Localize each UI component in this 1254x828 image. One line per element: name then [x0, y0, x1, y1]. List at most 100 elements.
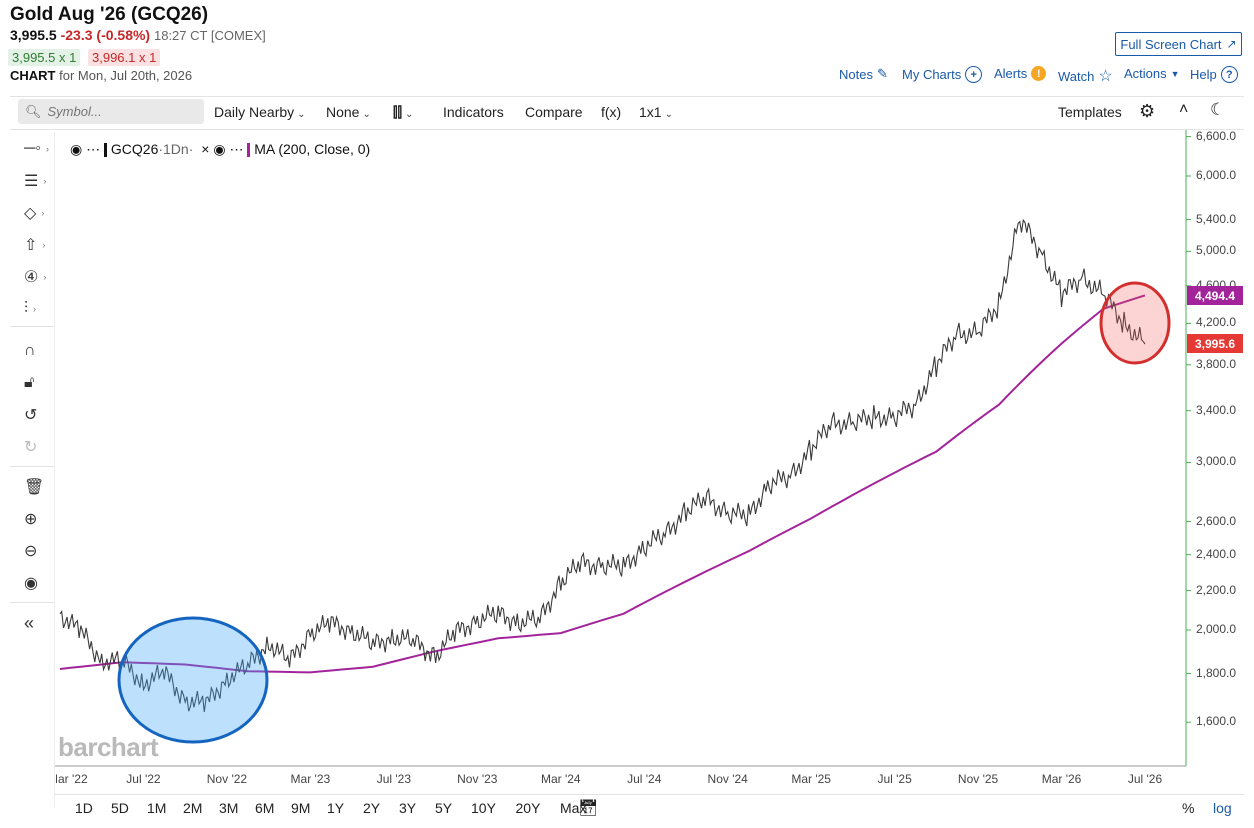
chart-date-line: CHART for Mon, Jul 20th, 2026	[10, 68, 192, 83]
close-icon[interactable]: ×	[201, 141, 210, 157]
date-axis-label: Nov '24	[707, 772, 748, 786]
actions-menu[interactable]: Actions ▼	[1124, 66, 1180, 81]
calendar-icon[interactable]: 📅︎	[578, 800, 599, 817]
undo-icon[interactable]: ↺	[24, 407, 38, 424]
period-label: Daily Nearby	[214, 104, 295, 120]
drawing-tools-sidebar: ─◦ › ☰ › ◇ › ⇧ › ④ › ⫶ › ∩ 🔓︎ ↺ ↻ 🗑︎ ⊕ ⊖ ◉ «	[10, 132, 55, 808]
eye-icon[interactable]: ◉	[70, 141, 83, 157]
collapse-up-icon[interactable]: ˄︎	[1179, 101, 1189, 118]
compare-mode-dropdown[interactable]: None ⌄	[326, 104, 371, 120]
watch-link[interactable]: Watch ☆	[1058, 66, 1113, 86]
range-button-3y[interactable]: 3Y	[399, 800, 417, 816]
date-axis-label: Jul '26	[1127, 772, 1163, 786]
date-axis-label: Mar '26	[1041, 772, 1082, 786]
gear-icon[interactable]: ⚙	[1139, 101, 1156, 121]
zoom-in-icon[interactable]: ⊕	[24, 511, 38, 528]
range-button-5y[interactable]: 5Y	[435, 800, 453, 816]
price-axis-label: 2,200.0	[1196, 582, 1237, 597]
date-axis-label: Jul '23	[376, 772, 411, 786]
dark-mode-moon-icon[interactable]: ☾	[1210, 100, 1226, 119]
eye-icon[interactable]: ◉	[213, 141, 226, 157]
layout-dropdown[interactable]: 1x1 ⌄	[639, 104, 673, 120]
alert-icon: !	[1031, 66, 1047, 81]
range-button-10y[interactable]: 10Y	[471, 800, 496, 816]
shapes-tool-icon[interactable]: ◇ ›	[24, 205, 45, 222]
alerts-link[interactable]: Alerts !	[994, 66, 1047, 81]
symbol-input[interactable]	[47, 104, 198, 119]
indicators-button[interactable]: Indicators	[443, 104, 504, 120]
date-axis-label: Nov '22	[206, 772, 248, 786]
last-price-tag: 3,995.6	[1187, 334, 1243, 353]
range-button-5d[interactable]: 5D	[111, 800, 129, 816]
more-dots-icon[interactable]: ⋯	[229, 141, 244, 157]
more-dots-icon[interactable]: ⋯	[86, 141, 101, 157]
price-axis-label: 3,800.0	[1196, 356, 1237, 371]
legend-period: ·1Dn·	[158, 141, 194, 157]
range-button-max[interactable]: Max	[560, 800, 587, 816]
arrow-up-tool-icon[interactable]: ⇧ ›	[24, 237, 46, 254]
price-axis-label: 5,000.0	[1196, 243, 1237, 258]
log-toggle[interactable]: log	[1213, 800, 1232, 816]
chart-type-dropdown[interactable]: ⫿⫿ ⌄	[393, 104, 413, 121]
full-screen-chart-button[interactable]: Full Screen Chart ↗	[1115, 32, 1242, 56]
help-link[interactable]: Help ?	[1190, 66, 1238, 83]
candlestick-icon: ⫿⫿	[393, 104, 402, 120]
expand-arrow-icon: ↗	[1226, 37, 1237, 51]
date-axis-label: Mar '25	[791, 772, 831, 786]
range-button-3m[interactable]: 3M	[219, 800, 239, 816]
compare-mode-label: None	[326, 104, 360, 120]
search-icon: 🔍︎	[25, 103, 42, 119]
number-four-tool-icon[interactable]: ④ ›	[24, 269, 47, 286]
legend-symbol: GCQ26	[110, 141, 159, 157]
zoom-out-icon[interactable]: ⊖	[24, 543, 38, 560]
alerts-label: Alerts	[994, 66, 1028, 81]
function-button[interactable]: f(x)	[601, 104, 622, 120]
date-axis-label: Mar '22	[48, 772, 88, 786]
period-dropdown[interactable]: Daily Nearby ⌄	[214, 104, 306, 120]
chevron-down-icon: ▼	[1170, 68, 1180, 79]
compare-button[interactable]: Compare	[525, 104, 583, 120]
crosshair-line-tool-icon[interactable]: ─◦ ›	[24, 140, 50, 157]
price-line	[59, 218, 1146, 713]
measure-tool-icon[interactable]: ⫶ ›	[24, 300, 37, 317]
notes-link[interactable]: Notes ✎	[839, 66, 888, 82]
range-button-1y[interactable]: 1Y	[327, 800, 345, 816]
series-legend: ◉ ⋯ GCQ26·1Dn· × ◉ ⋯ MA (200, Close, 0)	[70, 141, 370, 158]
price-axis-label: 4,200.0	[1196, 315, 1237, 330]
range-button-20y[interactable]: 20Y	[515, 800, 541, 816]
eye-icon[interactable]: ◉	[24, 575, 38, 592]
price-axis-label: 1,600.0	[1196, 714, 1237, 729]
unlock-icon[interactable]: 🔓︎	[24, 374, 35, 391]
templates-button[interactable]: Templates	[1058, 104, 1122, 120]
range-button-2y[interactable]: 2Y	[363, 800, 381, 816]
range-button-1d[interactable]: 1D	[75, 800, 93, 816]
quote-time: 18:27 CT [COMEX]	[153, 28, 266, 43]
chevron-down-icon: ⌄	[362, 109, 371, 120]
trend-lines-tool-icon[interactable]: ☰ ›	[24, 173, 47, 190]
ma-200-line	[59, 294, 1146, 674]
range-button-9m[interactable]: 9M	[291, 800, 311, 816]
redo-icon[interactable]: ↻	[24, 439, 38, 456]
range-button-1m[interactable]: 1M	[147, 800, 167, 816]
chart-label: CHART	[10, 68, 56, 83]
price-axis-label: 2,600.0	[1196, 513, 1237, 528]
collapse-sidebar-icon[interactable]: «	[24, 612, 35, 633]
ma-price-tag: 4,494.4	[1187, 286, 1243, 305]
date-axis-label: Mar '23	[290, 772, 331, 786]
price-axis-label: 6,000.0	[1196, 168, 1237, 182]
quote-line: 3,995.5 -23.3 (-0.58%) 18:27 CT [COMEX]	[10, 27, 266, 43]
price-axis-label: 5,400.0	[1196, 211, 1237, 226]
range-button-2m[interactable]: 2M	[183, 800, 203, 816]
question-icon: ?	[1220, 66, 1238, 83]
price-axis-label: 3,000.0	[1196, 454, 1237, 469]
magnet-icon[interactable]: ∩	[24, 342, 36, 359]
my-charts-link[interactable]: My Charts +	[902, 66, 983, 83]
range-button-6m[interactable]: 6M	[255, 800, 275, 816]
trash-icon[interactable]: 🗑︎	[24, 479, 45, 496]
date-axis-label: Mar '24	[540, 772, 581, 786]
symbol-search[interactable]: 🔍︎	[18, 99, 204, 124]
price-change: -23.3 (-0.58%)	[60, 27, 151, 43]
tools-divider	[10, 602, 54, 603]
percent-toggle[interactable]: %	[1182, 800, 1195, 816]
